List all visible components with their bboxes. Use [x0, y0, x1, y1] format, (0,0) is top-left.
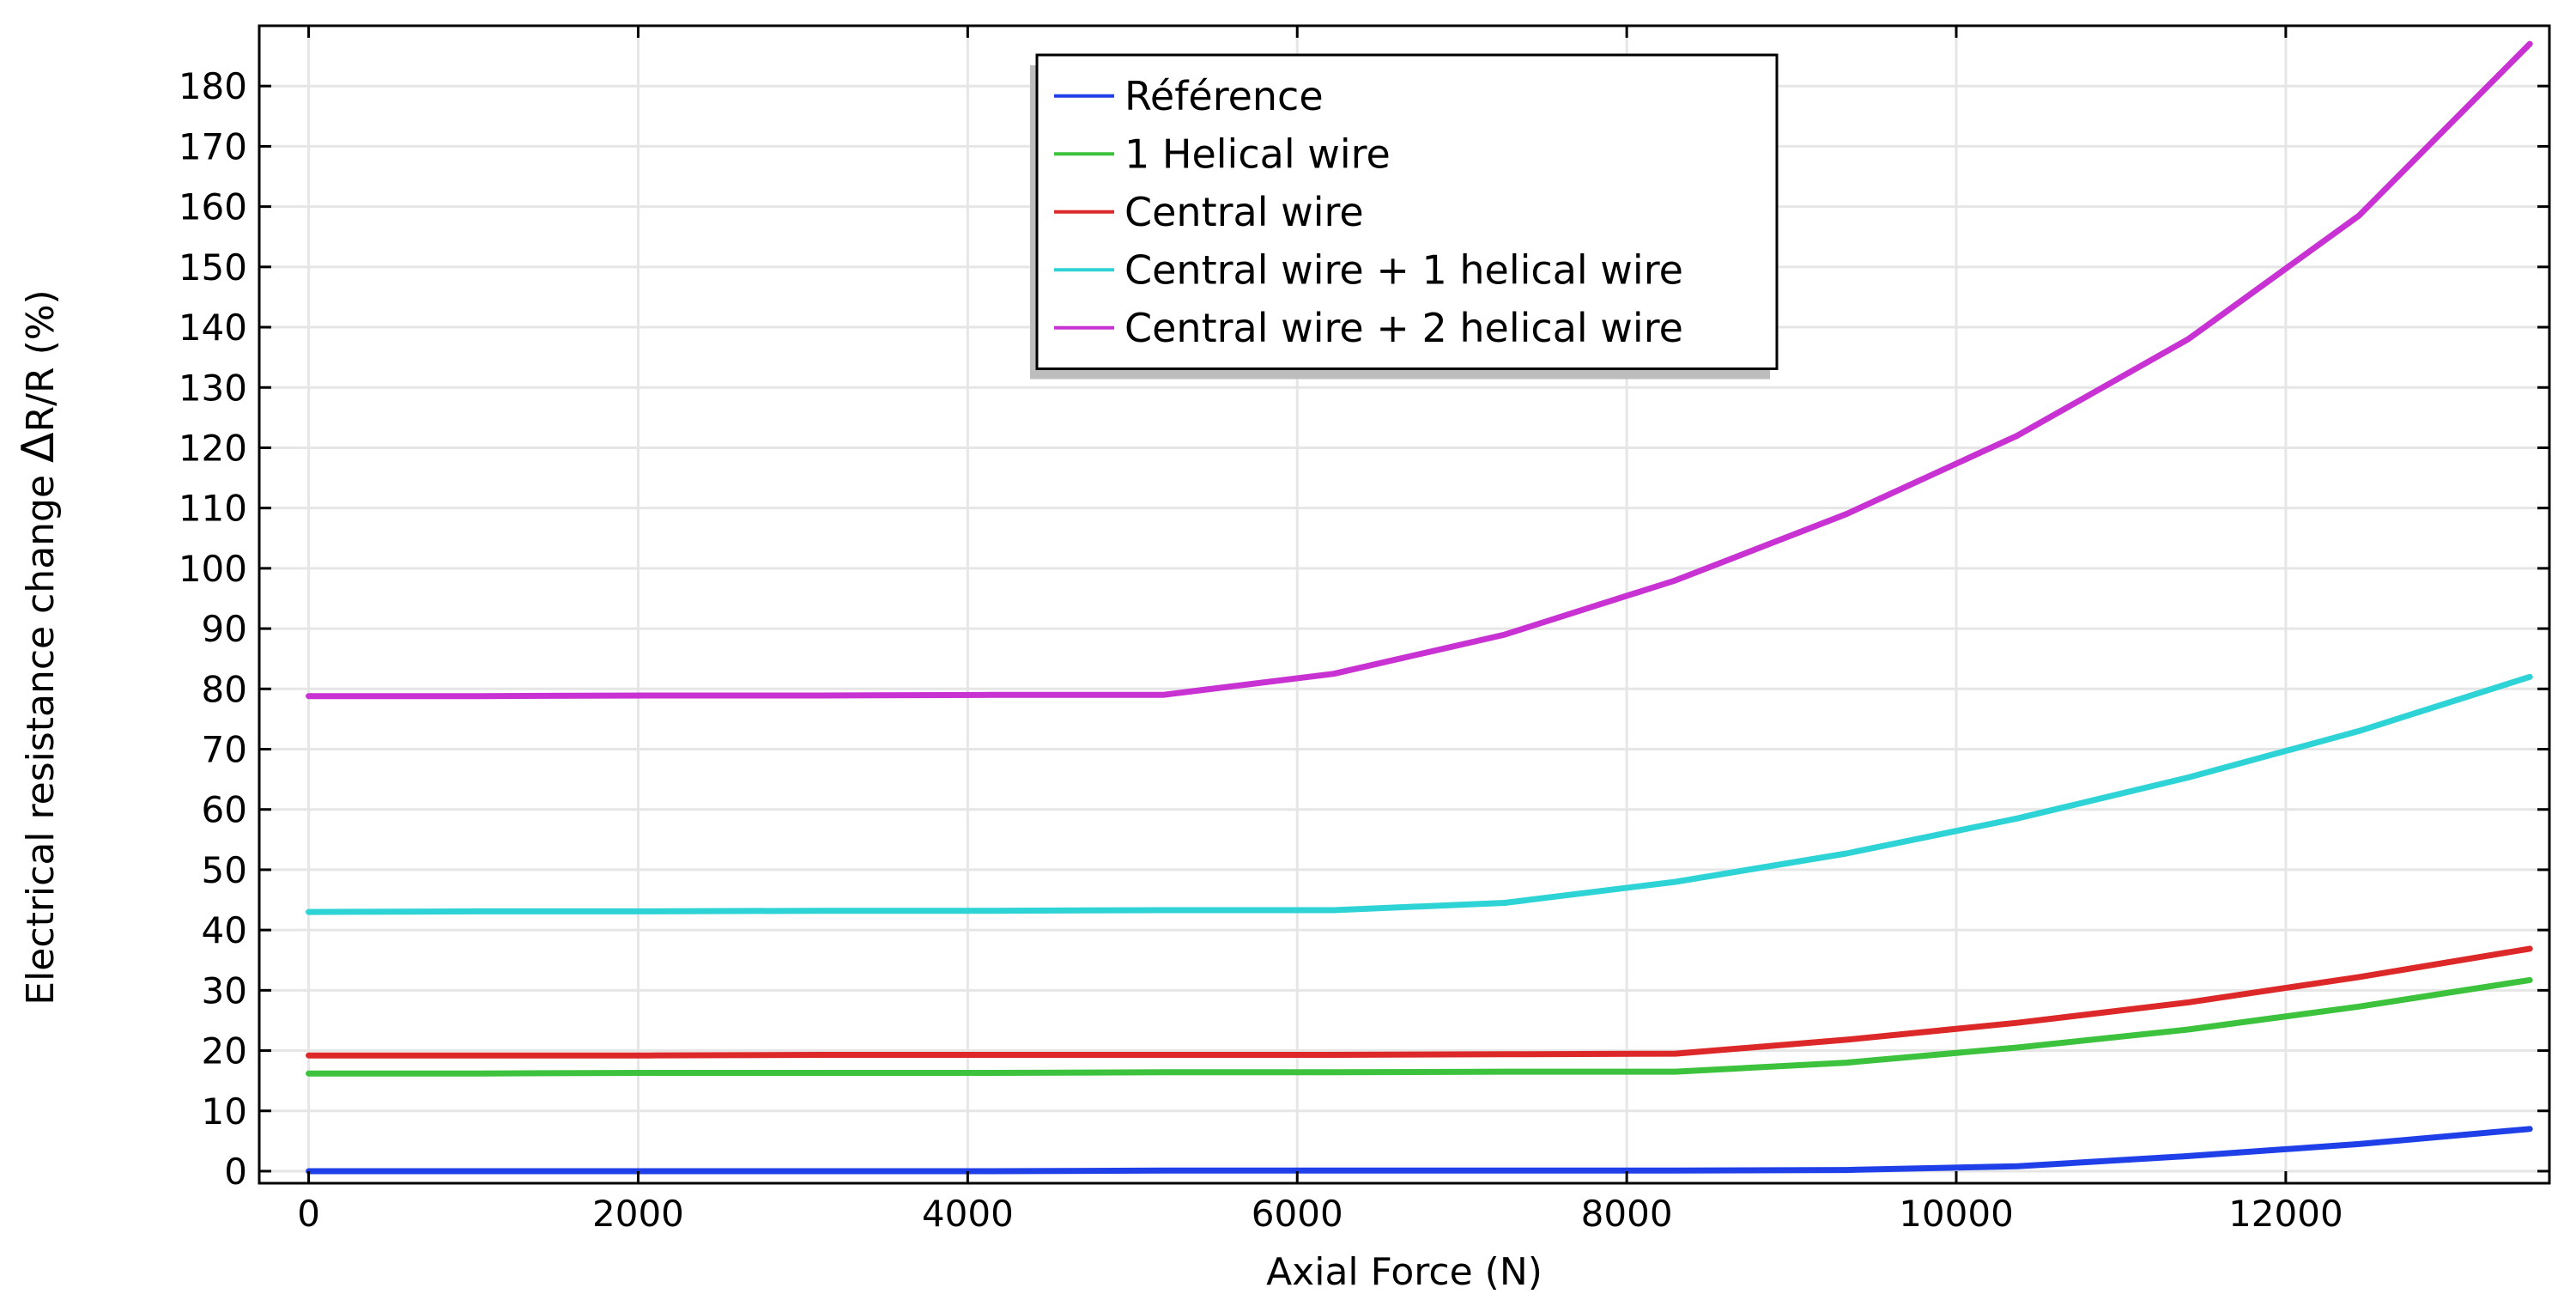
y-tick-label: 170	[179, 125, 247, 167]
y-tick-label: 130	[179, 367, 247, 409]
x-tick-label: 0	[297, 1193, 320, 1235]
y-tick-label: 180	[179, 65, 247, 107]
y-tick-label: 140	[179, 307, 247, 349]
y-axis-title: Electrical resistance change ΔR/R (%)	[13, 289, 64, 1005]
y-tick-label: 0	[224, 1151, 247, 1193]
legend-label-3: Central wire	[1124, 189, 1364, 235]
y-axis-title-delta: Δ	[13, 432, 64, 463]
y-tick-label: 50	[202, 849, 247, 891]
x-tick-label: 2000	[592, 1193, 684, 1235]
y-axis-title-suffix: R/R (%)	[19, 289, 63, 432]
y-tick-label: 110	[179, 488, 247, 530]
y-tick-label: 20	[202, 1030, 247, 1072]
series-line-4	[306, 673, 2533, 915]
x-tick-label: 6000	[1252, 1193, 1343, 1235]
y-tick-label: 10	[202, 1090, 247, 1133]
y-tick-label: 160	[179, 186, 247, 228]
y-tick-label: 80	[202, 668, 247, 710]
axis-ticks: 0 2000 4000 6000 8000 10000 12000 0 10 20 30 40 50 60…	[179, 26, 2549, 1235]
y-tick-label: 120	[179, 427, 247, 469]
legend-label-4: Central wire + 1 helical wire	[1124, 246, 1683, 293]
legend-box	[1035, 53, 1779, 370]
legend: Référence 1 Helical wire Central wire Centr…	[1030, 53, 1779, 380]
plot-frame	[258, 24, 2551, 1185]
y-tick-label: 60	[202, 789, 247, 831]
y-tick-label: 150	[179, 246, 247, 289]
series-line-5	[306, 40, 2533, 700]
legend-label-1: Référence	[1124, 73, 1324, 119]
y-axis-title-prefix: Electrical resistance change	[19, 463, 63, 1005]
y-tick-label: 100	[179, 548, 247, 590]
x-tick-label: 8000	[1581, 1193, 1673, 1235]
y-tick-label: 40	[202, 909, 247, 951]
x-tick-label: 4000	[922, 1193, 1014, 1235]
y-tick-label: 30	[202, 969, 247, 1011]
legend-label-2: 1 Helical wire	[1124, 131, 1391, 177]
series-line-1	[306, 1126, 2533, 1175]
x-tick-label: 10000	[1899, 1193, 2014, 1235]
x-tick-label: 12000	[2228, 1193, 2343, 1235]
series-lines	[306, 40, 2533, 1175]
legend-label-5: Central wire + 2 helical wire	[1124, 305, 1683, 351]
series-line-2	[306, 976, 2533, 1077]
series-line-3	[306, 945, 2533, 1059]
x-axis-title: Axial Force (N)	[1266, 1250, 1543, 1294]
y-tick-label: 70	[202, 729, 247, 771]
y-tick-label: 90	[202, 608, 247, 650]
